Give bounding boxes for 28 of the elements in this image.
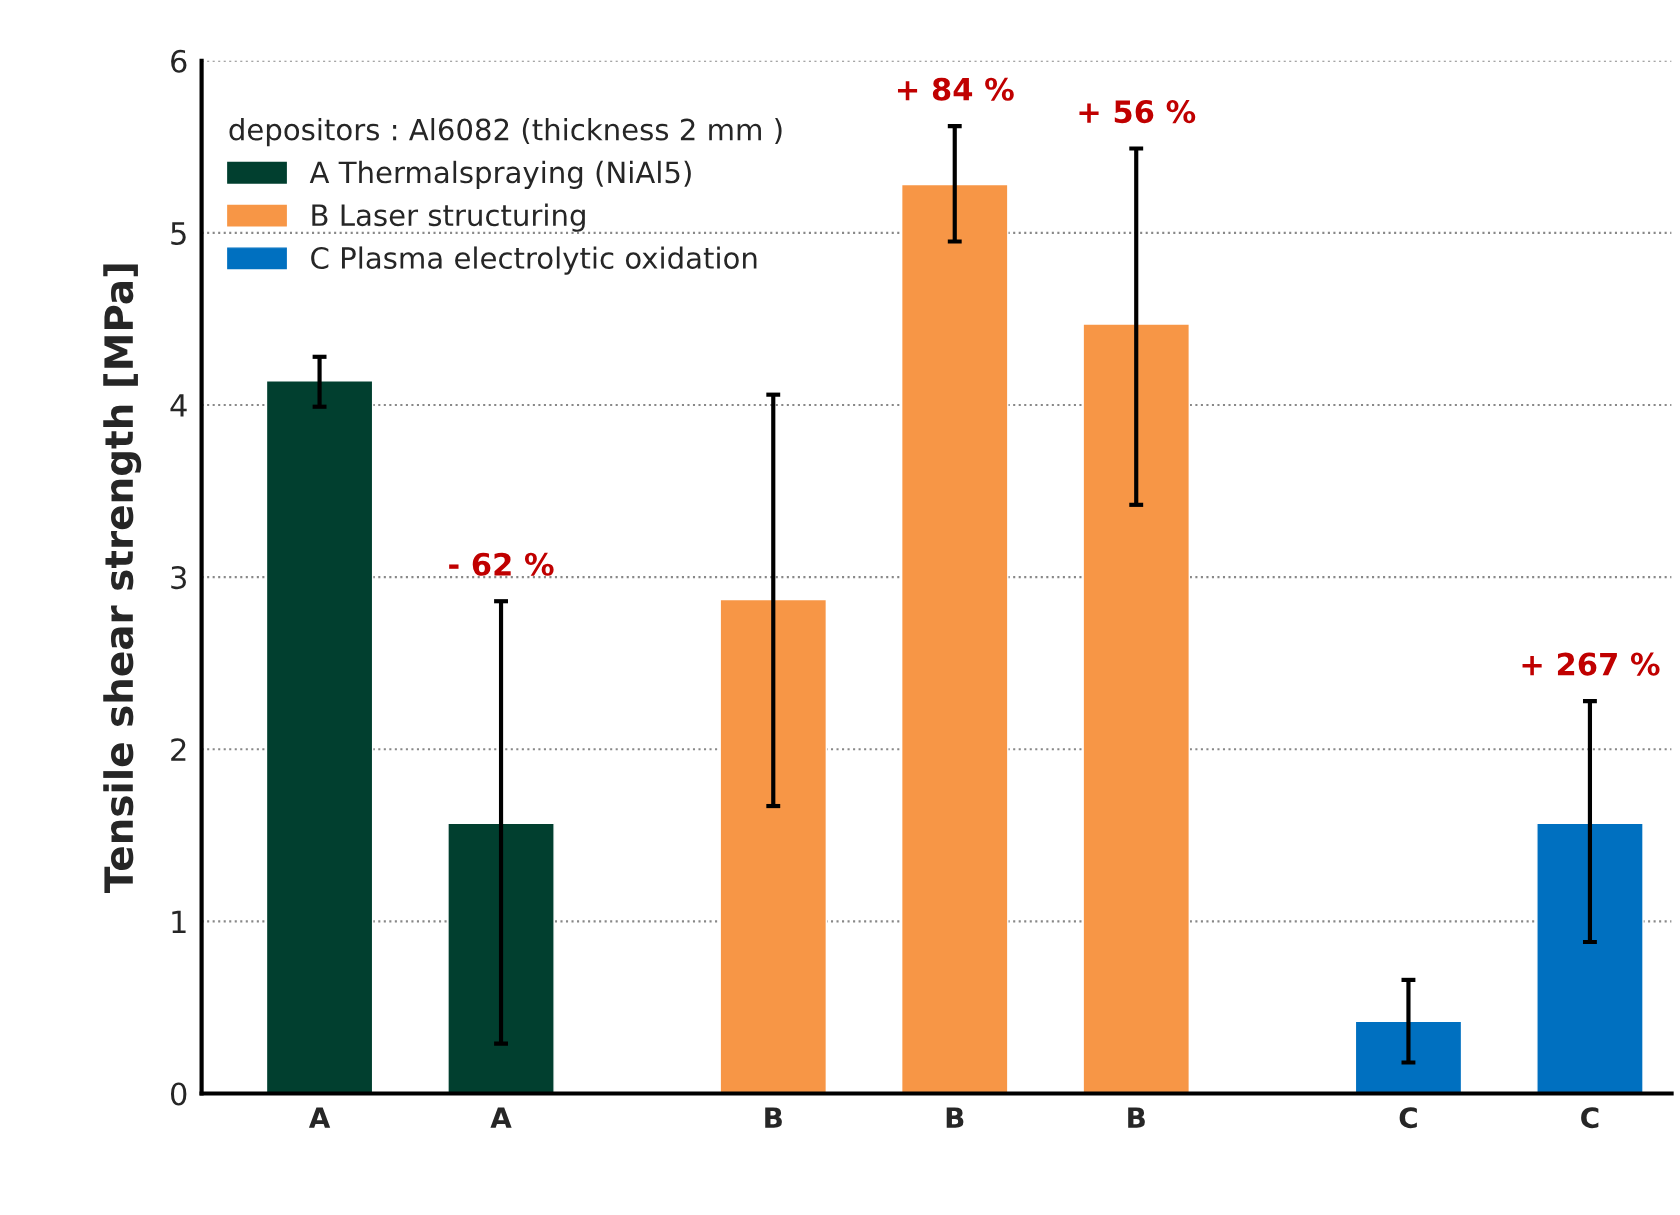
x-tick-label: C: [1399, 1107, 1417, 1129]
annotation: - 62 %: [449, 552, 554, 576]
legend-label: A Thermalspraying (NiAl5): [309, 160, 691, 190]
y-tick-label: 3: [171, 566, 186, 590]
annotation: + 84 %: [897, 77, 1014, 101]
x-tick-label: A: [490, 1107, 512, 1128]
bar: [265, 380, 374, 1094]
x-tick-label: B: [1128, 1107, 1145, 1128]
bar: [1082, 323, 1191, 1094]
legend-label: C Plasma electrolytic oxidation: [311, 246, 757, 275]
annotation: + 267 %: [1522, 652, 1660, 676]
bar: [1536, 822, 1644, 1094]
bar: [719, 598, 828, 1094]
y-tick-label: 5: [171, 222, 186, 245]
bar: [900, 183, 1009, 1094]
x-tick-label: B: [765, 1107, 782, 1128]
x-tick-label: C: [1581, 1107, 1599, 1129]
y-axis-title: Tensile shear strength [MPa]: [103, 264, 142, 893]
y-tick-label: 4: [170, 394, 187, 417]
y-tick-label: 2: [171, 738, 186, 761]
x-tick-label: B: [946, 1107, 964, 1128]
legend-label: B Laser structuring: [312, 203, 585, 232]
y-tick-label: 0: [170, 1082, 187, 1106]
annotation: + 56 %: [1079, 100, 1196, 124]
y-tick-label: 1: [172, 910, 186, 933]
legend-title: depositors : Al6082 (thickness 2 mm ): [229, 117, 782, 147]
y-tick-label: 6: [171, 49, 187, 73]
x-tick-label: A: [308, 1107, 331, 1128]
